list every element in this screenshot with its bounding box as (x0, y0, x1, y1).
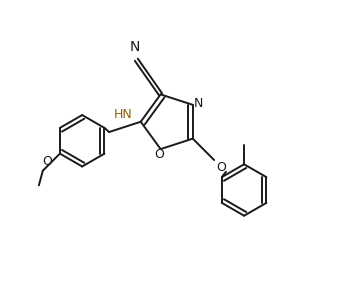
Text: O: O (217, 161, 226, 174)
Text: N: N (194, 97, 203, 110)
Text: HN: HN (114, 109, 133, 121)
Text: N: N (129, 40, 140, 54)
Text: O: O (154, 148, 164, 161)
Text: O: O (42, 155, 52, 168)
